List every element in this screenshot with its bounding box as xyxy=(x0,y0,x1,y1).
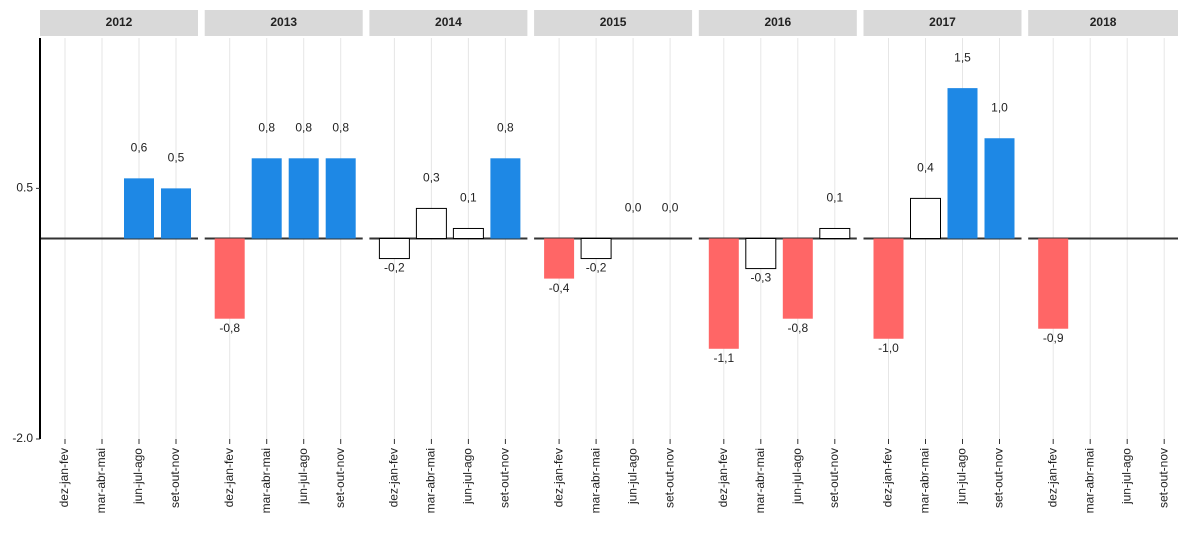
x-tick-label: jun-jul-ago xyxy=(461,448,475,505)
x-tick-label: set-out-nov xyxy=(1156,448,1170,508)
x-tick-label: mar-abr-mai xyxy=(259,448,273,513)
bar xyxy=(947,88,978,239)
bar xyxy=(544,238,575,279)
value-label: 0,1 xyxy=(460,191,477,205)
bar xyxy=(288,158,319,239)
facet-strip xyxy=(863,10,1022,36)
bar xyxy=(490,158,521,239)
x-tick-label: dez-jan-fev xyxy=(716,448,730,507)
x-tick-label: mar-abr-mai xyxy=(918,448,932,513)
bar xyxy=(782,238,813,319)
bar xyxy=(984,138,1015,239)
x-tick-label: mar-abr-mai xyxy=(588,448,602,513)
value-label: 0,8 xyxy=(497,120,514,134)
x-tick-label: dez-jan-fev xyxy=(57,448,71,507)
x-tick-label: dez-jan-fev xyxy=(881,448,895,507)
x-tick-label: mar-abr-mai xyxy=(1082,448,1096,513)
bar xyxy=(708,238,739,349)
x-tick-label: set-out-nov xyxy=(498,448,512,508)
x-tick-label: set-out-nov xyxy=(168,448,182,508)
value-label: -1,0 xyxy=(878,341,899,355)
facet-strip xyxy=(1028,10,1178,36)
facet-strip xyxy=(40,10,198,36)
bar xyxy=(378,238,410,260)
bar xyxy=(251,158,282,239)
facet-title: 2017 xyxy=(929,15,956,29)
y-tick-label: -2.0 xyxy=(12,431,33,445)
value-label: -0,9 xyxy=(1043,331,1064,345)
value-label: 0,0 xyxy=(662,201,679,215)
y-tick-label: 0.5 xyxy=(16,181,33,195)
value-label: -0,2 xyxy=(384,261,405,275)
facet-title: 2014 xyxy=(435,15,462,29)
x-tick-label: jun-jul-ago xyxy=(1119,448,1133,505)
value-label: 0,1 xyxy=(826,191,843,205)
x-tick-label: jun-jul-ago xyxy=(790,448,804,505)
x-tick-label: mar-abr-mai xyxy=(94,448,108,513)
x-tick-label: mar-abr-mai xyxy=(753,448,767,513)
facet-title: 2015 xyxy=(600,15,627,29)
value-label: 1,5 xyxy=(954,50,971,64)
bar xyxy=(452,227,484,240)
x-tick-label: dez-jan-fev xyxy=(222,448,236,507)
bar xyxy=(1038,238,1069,329)
facet-strip xyxy=(698,10,857,36)
bar xyxy=(325,158,356,239)
x-tick-label: mar-abr-mai xyxy=(424,448,438,513)
x-tick-label: set-out-nov xyxy=(662,448,676,508)
value-label: -0,3 xyxy=(750,271,771,285)
bar xyxy=(873,238,904,339)
x-tick-label: jun-jul-ago xyxy=(955,448,969,505)
x-tick-label: dez-jan-fev xyxy=(1045,448,1059,507)
facet-strip xyxy=(369,10,528,36)
x-tick-label: dez-jan-fev xyxy=(387,448,401,507)
value-label: -0,4 xyxy=(549,281,570,295)
value-label: 0,6 xyxy=(131,141,148,155)
value-label: -0,8 xyxy=(787,321,808,335)
bar xyxy=(415,207,447,240)
x-tick-label: jun-jul-ago xyxy=(625,448,639,505)
facet-title: 2013 xyxy=(270,15,297,29)
bar xyxy=(580,238,612,260)
x-tick-label: set-out-nov xyxy=(333,448,347,508)
x-tick-label: jun-jul-ago xyxy=(296,448,310,505)
value-label: 0,8 xyxy=(332,120,349,134)
value-label: 0,8 xyxy=(295,120,312,134)
value-label: -0,2 xyxy=(586,261,607,275)
facet-title: 2012 xyxy=(106,15,133,29)
bar xyxy=(161,188,191,239)
bar xyxy=(124,178,154,239)
facet-strip xyxy=(204,10,363,36)
bar xyxy=(214,238,245,319)
facet-title: 2018 xyxy=(1090,15,1117,29)
value-label: 0,5 xyxy=(168,151,185,165)
value-label: 1,0 xyxy=(991,100,1008,114)
bar xyxy=(819,227,851,240)
value-label: 0,4 xyxy=(917,161,934,175)
x-tick-label: set-out-nov xyxy=(827,448,841,508)
facet-title: 2016 xyxy=(764,15,791,29)
value-label: 0,3 xyxy=(423,171,440,185)
value-label: -0,8 xyxy=(219,321,240,335)
value-label: 0,8 xyxy=(258,120,275,134)
x-tick-label: jun-jul-ago xyxy=(131,448,145,505)
value-label: -1,1 xyxy=(713,351,734,365)
value-label: 0,0 xyxy=(625,201,642,215)
facet-strip xyxy=(534,10,693,36)
x-tick-label: set-out-nov xyxy=(992,448,1006,508)
bar xyxy=(745,238,777,270)
x-tick-label: dez-jan-fev xyxy=(551,448,565,507)
bar xyxy=(910,197,941,239)
